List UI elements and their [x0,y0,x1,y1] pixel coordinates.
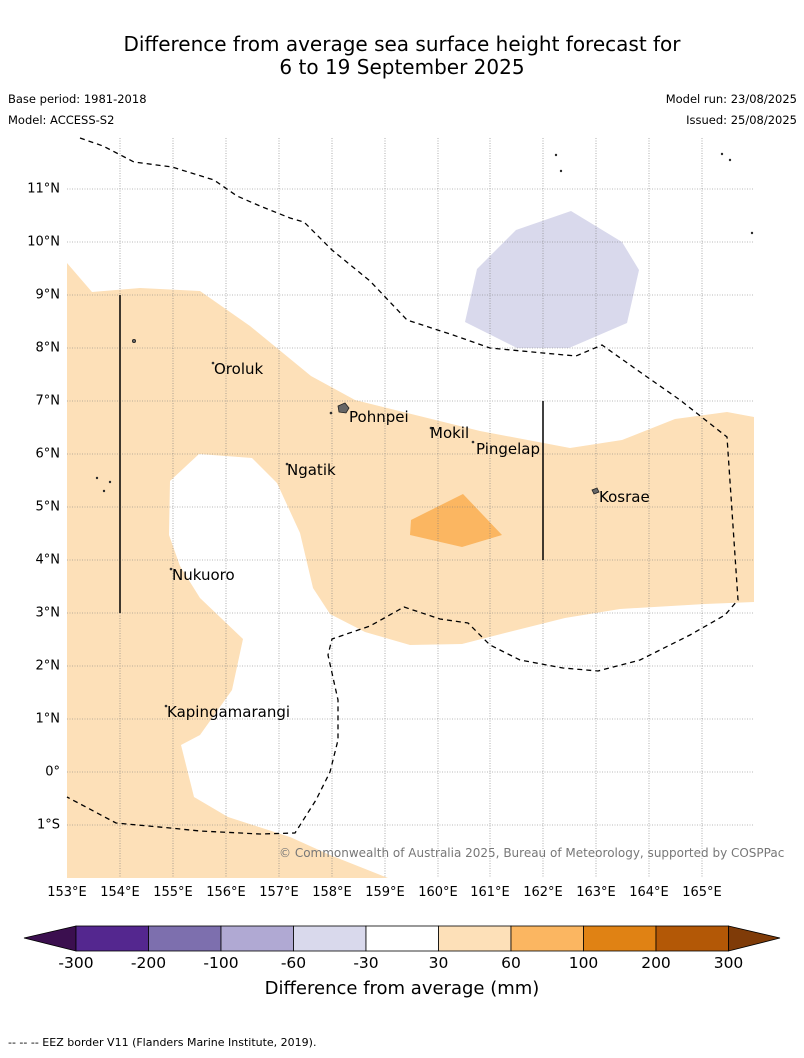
colorbar-tick-label: -200 [130,954,167,972]
lat-tick-label: 4°N [35,552,61,568]
lat-tick-label: 8°N [35,340,61,356]
lon-tick-label: 156°E [206,885,246,900]
lat-tick-label: 2°N [35,658,61,674]
lon-tick-label: 165°E [682,885,722,900]
lon-tick-label: 164°E [629,885,669,900]
colorbar-high-extension [728,925,781,952]
colorbar-bin-9 [655,925,729,952]
pohnpei-island [337,402,350,414]
lat-tick-label: 7°N [35,393,61,409]
colorbar-bin-6 [438,925,512,952]
lat-tick-label: 6°N [35,446,61,462]
base-period-label: Base period: 1981-2018 [8,92,147,106]
lon-tick-label: 162°E [523,885,563,900]
anomaly-region-30-60-mm [67,263,754,878]
lat-tick-label: 3°N [35,605,61,621]
anomaly-region-minus30-minus60-mm [465,211,639,348]
colorbar-tick-label: 200 [641,954,671,972]
colorbar-tick-label: 60 [501,954,521,972]
lon-tick-label: 163°E [576,885,616,900]
lon-tick-label: 155°E [153,885,193,900]
place-label-kapingamarangi: Kapingamarangi [167,703,291,721]
place-label-pingelap: Pingelap [476,440,541,458]
lat-tick-label: 9°N [35,287,61,303]
lon-tick-label: 153°E [47,885,87,900]
issued-label: Issued: 25/08/2025 [686,113,797,127]
colorbar-tick-label: 100 [568,954,599,972]
place-label-nukuoro: Nukuoro [172,566,235,584]
place-label-ngatik: Ngatik [287,461,336,479]
place-label-oroluk: Oroluk [214,360,264,378]
island-markers [95,152,754,708]
colorbar-tick-label: 30 [428,954,449,972]
colorbar-tick-label: -60 [280,954,307,972]
lon-tick-label: 157°E [259,885,299,900]
colorbar-tick-label: 300 [713,954,744,972]
colorbar-tick-label: -300 [58,954,94,972]
lon-tick-label: 160°E [418,885,458,900]
colorbar-bin-1 [75,925,149,952]
place-label-pohnpei: Pohnpei [349,408,409,426]
lat-tick-label: 1°S [36,817,60,833]
colorbar-bin-7 [510,925,584,952]
lat-tick-label: 11°N [27,181,60,197]
colorbar-bin-2 [148,925,222,952]
colorbar-tick-label: -100 [203,954,239,972]
model-label: Model: ACCESS-S2 [8,113,115,127]
model-run-label: Model run: 23/08/2025 [665,92,797,106]
chart-title-line1: Difference from average sea surface heig… [123,32,681,56]
eez-legend-footnote: -- -- -- EEZ border V11 (Flanders Marine… [8,1036,317,1049]
colorbar-low-extension [23,925,77,952]
place-label-kosrae: Kosrae [599,488,650,506]
lon-tick-label: 161°E [470,885,510,900]
lon-tick-label: 154°E [100,885,140,900]
colorbar-bin-5 [365,925,439,952]
lat-tick-label: 0° [45,764,60,780]
lon-tick-label: 159°E [365,885,405,900]
colorbar-tick-label: -30 [353,954,379,972]
colorbar-bin-8 [583,925,657,952]
place-label-mokil: Mokil [430,424,470,442]
colorbar-bin-3 [220,925,294,952]
anomaly-region-60-100-mm [410,494,502,547]
lat-tick-label: 1°N [35,711,61,727]
colorbar [23,925,781,952]
kosrae-island [591,487,600,495]
lat-tick-label: 5°N [35,499,61,515]
lat-tick-label: 10°N [27,234,60,250]
lon-tick-label: 158°E [312,885,352,900]
chart-title-line2: 6 to 19 September 2025 [279,55,525,79]
eez-border-lines [66,137,739,835]
copyright-notice: © Commonwealth of Australia 2025, Bureau… [279,846,785,860]
colorbar-title: Difference from average (mm) [264,978,540,999]
colorbar-bin-4 [293,925,367,952]
